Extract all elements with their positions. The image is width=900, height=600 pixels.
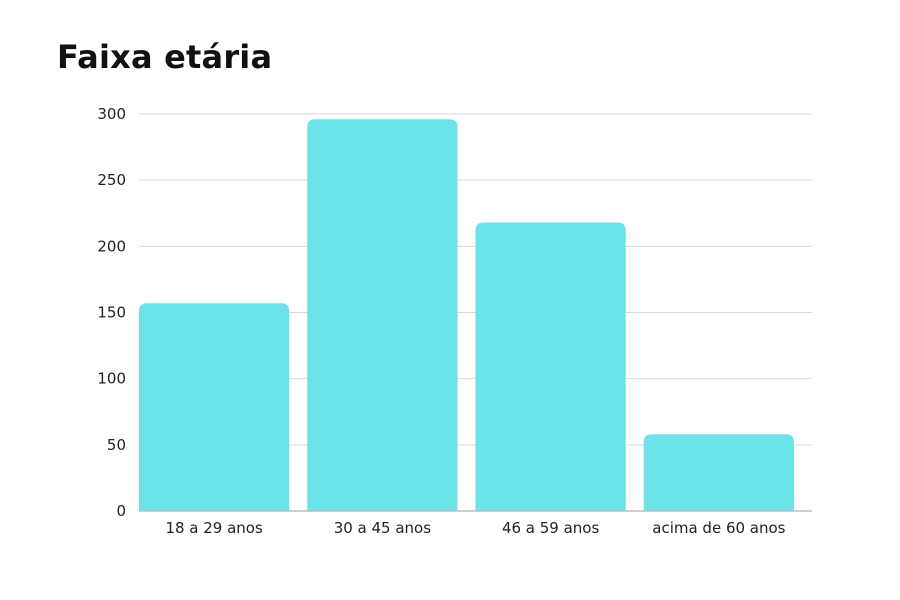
bar-3	[475, 222, 626, 511]
x-axis-category-labels: 18 a 29 anos 30 a 45 anos 46 a 59 anos acim…	[165, 519, 785, 537]
x-category-label-1: 18 a 29 anos	[165, 519, 263, 537]
bar-2	[307, 119, 458, 511]
y-tick-label-150: 150	[97, 304, 126, 322]
y-tick-label-200: 200	[97, 237, 126, 255]
y-axis-tick-labels: 0 50 100 150 200 250 300	[97, 105, 126, 520]
chart-title: Faixa etária	[57, 38, 273, 76]
y-tick-label-0: 0	[116, 502, 126, 520]
y-tick-label-100: 100	[97, 370, 126, 388]
x-category-label-4: acima de 60 anos	[652, 519, 785, 537]
bar-4	[643, 434, 794, 511]
bars	[139, 119, 794, 511]
y-tick-label-250: 250	[97, 171, 126, 189]
y-tick-label-50: 50	[107, 436, 126, 454]
bar-1	[139, 303, 290, 511]
x-category-label-3: 46 a 59 anos	[502, 519, 600, 537]
y-tick-label-300: 300	[97, 105, 126, 123]
x-category-label-2: 30 a 45 anos	[334, 519, 432, 537]
